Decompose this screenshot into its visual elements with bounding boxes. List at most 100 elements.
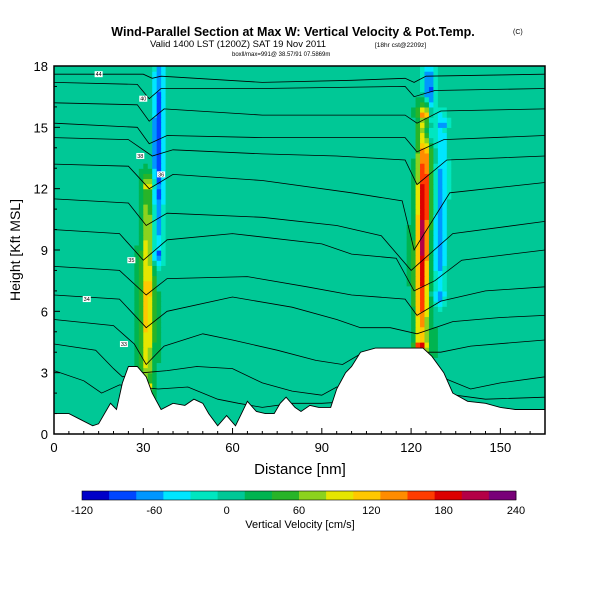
field-cell (451, 122, 545, 128)
field-cell (138, 306, 144, 312)
field-cell (428, 163, 435, 169)
field-cell (451, 173, 545, 180)
field-cell (54, 239, 140, 246)
terrain-profile (54, 347, 545, 434)
field-cell (415, 316, 421, 323)
field-cell (54, 198, 140, 205)
field-cell (406, 275, 412, 282)
field-cell (54, 132, 153, 139)
field-cell (437, 331, 545, 338)
field-cell (161, 178, 167, 185)
field-cell (433, 209, 439, 215)
field-cell (442, 183, 448, 190)
colorbar (81, 490, 517, 501)
field-cell (156, 285, 412, 292)
field-cell (152, 367, 158, 374)
field-cell (424, 132, 430, 139)
field-cell (411, 321, 417, 328)
field-cell (152, 173, 158, 180)
field-cell (420, 229, 426, 236)
field-cell (161, 357, 412, 364)
field-cell (152, 393, 158, 399)
isentrope-label: 38 (137, 154, 143, 160)
field-cell (138, 296, 144, 302)
field-cell (442, 224, 448, 231)
field-cell (143, 321, 149, 328)
field-cell (161, 244, 167, 251)
field-cell (411, 158, 417, 164)
field-cell (442, 239, 448, 246)
field-cell (411, 270, 417, 277)
field-cell (134, 296, 140, 302)
colorbar-swatch (299, 491, 327, 500)
field-cell (437, 336, 545, 343)
field-cell (415, 112, 421, 118)
field-cell (165, 178, 412, 185)
field-cell (437, 81, 545, 88)
field-cell (411, 311, 417, 318)
field-cell (54, 66, 153, 72)
field-cell (138, 219, 144, 226)
field-cell (143, 357, 149, 364)
field-cell (156, 81, 162, 88)
field-cell (138, 362, 144, 369)
field-cell (437, 296, 443, 302)
field-cell (446, 204, 545, 210)
field-cell (143, 173, 153, 180)
field-cell (437, 255, 443, 261)
field-cell (428, 265, 435, 272)
field-cell (165, 168, 412, 174)
field-cell (143, 347, 149, 353)
field-cell (134, 244, 144, 251)
field-cell (156, 209, 162, 215)
field-cell (424, 285, 430, 292)
field-cell (437, 71, 545, 77)
field-cell (152, 188, 158, 195)
field-cell (446, 163, 452, 169)
field-cell (54, 321, 135, 328)
field-cell (437, 342, 545, 348)
field-cell (156, 321, 162, 328)
field-cell (152, 137, 158, 144)
field-cell (428, 367, 545, 374)
y-tick-label: 0 (41, 427, 48, 442)
field-cell (138, 178, 144, 185)
field-cell (433, 71, 439, 77)
field-cell (152, 81, 158, 88)
field-cell (420, 168, 426, 174)
field-cell (424, 106, 430, 113)
field-cell (428, 290, 435, 297)
field-cell (411, 188, 417, 195)
field-cell (424, 142, 430, 149)
field-cell (415, 280, 421, 287)
field-cell (156, 255, 162, 261)
field-cell (433, 178, 439, 185)
field-cell (420, 239, 426, 246)
field-cell (138, 239, 144, 246)
field-cell (420, 106, 426, 113)
field-cell (54, 96, 153, 103)
field-cell (152, 193, 158, 200)
colorbar-swatch (434, 491, 463, 500)
field-cell (152, 275, 158, 282)
field-cell (433, 321, 545, 328)
field-cell (446, 183, 452, 190)
field-cell (437, 265, 443, 272)
field-cell (161, 86, 167, 93)
field-cell (54, 250, 135, 256)
field-cell (152, 321, 158, 328)
field-cell (428, 178, 435, 185)
field-cell (424, 214, 430, 220)
field-cell (428, 106, 435, 113)
field-cell (424, 188, 430, 195)
chart-subtitle: Valid 1400 LST (1200Z) SAT 19 Nov 2011 (150, 39, 326, 50)
field-cell (446, 127, 545, 134)
field-cell (428, 234, 435, 241)
field-cell (143, 352, 149, 358)
field-cell (138, 357, 144, 364)
field-cell (420, 250, 426, 256)
field-cell (165, 101, 417, 108)
field-cell (138, 224, 144, 231)
field-cell (147, 362, 153, 369)
